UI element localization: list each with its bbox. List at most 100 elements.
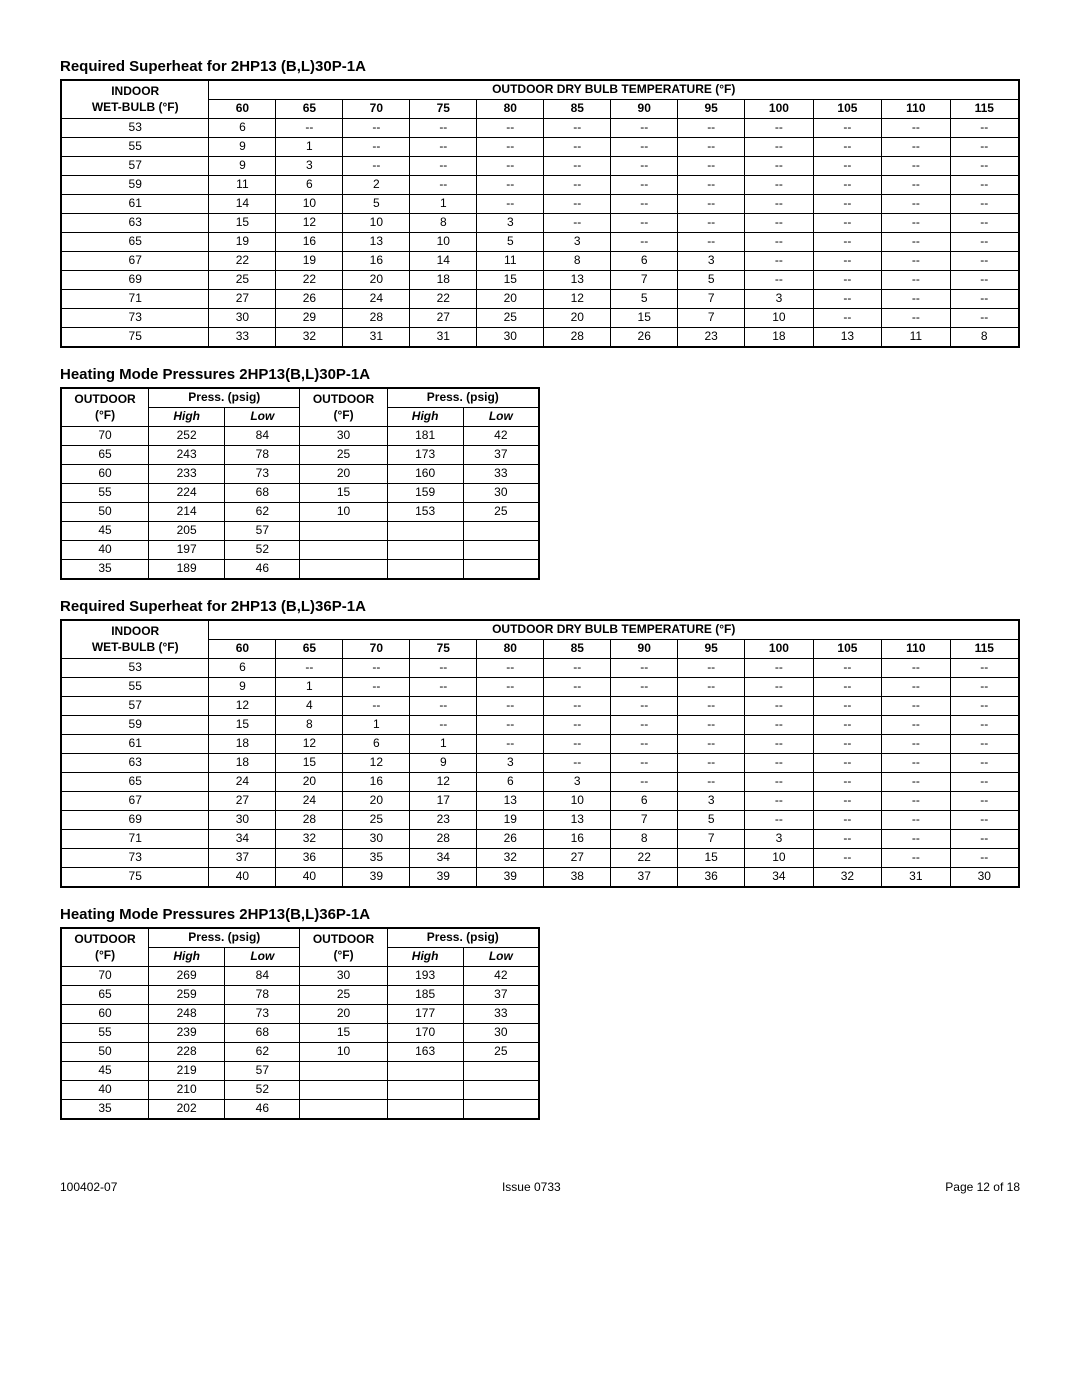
wetbulb-cell: 67 xyxy=(61,792,209,811)
value-cell: -- xyxy=(950,659,1019,678)
value-cell: -- xyxy=(882,309,950,328)
heating1-title: Heating Mode Pressures 2HP13(B,L)30P-1A xyxy=(60,366,1020,383)
value-cell: -- xyxy=(544,678,611,697)
value-cell: 13 xyxy=(477,792,544,811)
temp-header-cell: 95 xyxy=(678,100,745,119)
value-cell: -- xyxy=(950,830,1019,849)
value-cell: 252 xyxy=(149,427,225,446)
value-cell: 39 xyxy=(477,868,544,888)
value-cell: -- xyxy=(882,271,950,290)
table-row: 536---------------------- xyxy=(61,659,1019,678)
value-cell: 30 xyxy=(463,1024,539,1043)
value-cell: 5 xyxy=(678,811,745,830)
value-cell: 34 xyxy=(410,849,477,868)
value-cell: 35 xyxy=(61,560,149,580)
value-cell: 1 xyxy=(276,678,343,697)
temp-header-cell: 65 xyxy=(276,100,343,119)
value-cell: 13 xyxy=(343,233,410,252)
value-cell: 46 xyxy=(225,1100,300,1120)
value-cell: 14 xyxy=(410,252,477,271)
value-cell: -- xyxy=(745,716,814,735)
value-cell: -- xyxy=(611,716,678,735)
value-cell: -- xyxy=(343,138,410,157)
value-cell: 30 xyxy=(300,427,387,446)
temp-header-cell: 65 xyxy=(276,640,343,659)
value-cell: -- xyxy=(410,697,477,716)
table-row: 65243782517337 xyxy=(61,446,539,465)
value-cell: 28 xyxy=(544,328,611,348)
value-cell: -- xyxy=(276,659,343,678)
value-cell xyxy=(463,1062,539,1081)
value-cell: -- xyxy=(745,773,814,792)
wetbulb-cell: 75 xyxy=(61,868,209,888)
value-cell: -- xyxy=(477,697,544,716)
value-cell: -- xyxy=(410,659,477,678)
table-row: 50214621015325 xyxy=(61,503,539,522)
value-cell: 35 xyxy=(61,1100,149,1120)
value-cell: -- xyxy=(678,678,745,697)
value-cell: 153 xyxy=(387,503,463,522)
value-cell: -- xyxy=(477,735,544,754)
value-cell: 18 xyxy=(209,754,276,773)
value-cell: 6 xyxy=(611,252,678,271)
value-cell: -- xyxy=(477,716,544,735)
value-cell: 35 xyxy=(343,849,410,868)
value-cell: 3 xyxy=(745,290,814,309)
value-cell: 27 xyxy=(209,792,276,811)
value-cell: 10 xyxy=(276,195,343,214)
value-cell: 65 xyxy=(61,446,149,465)
high3: High xyxy=(149,948,225,967)
value-cell: -- xyxy=(882,754,950,773)
wetbulb-cell: 65 xyxy=(61,233,209,252)
value-cell: -- xyxy=(611,138,678,157)
low3: Low xyxy=(225,948,300,967)
table-row: 5591-------------------- xyxy=(61,138,1019,157)
value-cell: 30 xyxy=(950,868,1019,888)
value-cell: 20 xyxy=(477,290,544,309)
value-cell: -- xyxy=(544,157,611,176)
value-cell: 37 xyxy=(611,868,678,888)
value-cell: 57 xyxy=(225,1062,300,1081)
table-row: 672219161411863-------- xyxy=(61,252,1019,271)
press4: Press. (psig) xyxy=(387,928,539,948)
value-cell: 170 xyxy=(387,1024,463,1043)
value-cell: 20 xyxy=(300,1005,387,1024)
value-cell: -- xyxy=(544,735,611,754)
value-cell: 34 xyxy=(209,830,276,849)
value-cell: -- xyxy=(477,138,544,157)
value-cell: -- xyxy=(882,773,950,792)
value-cell: 18 xyxy=(745,328,814,348)
value-cell: 193 xyxy=(387,967,463,986)
value-cell: -- xyxy=(745,811,814,830)
table-row: 591162------------------ xyxy=(61,176,1019,195)
table-row: 4019752 xyxy=(61,541,539,560)
value-cell: 62 xyxy=(225,1043,300,1062)
press3: Press. (psig) xyxy=(149,928,300,948)
value-cell: 13 xyxy=(544,811,611,830)
table-row: 60233732016033 xyxy=(61,465,539,484)
value-cell: 20 xyxy=(300,465,387,484)
value-cell: 15 xyxy=(209,716,276,735)
high2: High xyxy=(387,408,463,427)
value-cell: 1 xyxy=(410,195,477,214)
wetbulb-cell: 69 xyxy=(61,271,209,290)
value-cell: 28 xyxy=(410,830,477,849)
value-cell: -- xyxy=(477,659,544,678)
value-cell: -- xyxy=(813,678,882,697)
value-cell: -- xyxy=(678,233,745,252)
temp-header-cell: 70 xyxy=(343,640,410,659)
temp-header-cell: 80 xyxy=(477,100,544,119)
value-cell: 29 xyxy=(276,309,343,328)
value-cell: 15 xyxy=(300,484,387,503)
table-row: 57124-------------------- xyxy=(61,697,1019,716)
value-cell: 8 xyxy=(611,830,678,849)
value-cell: 214 xyxy=(149,503,225,522)
value-cell: 36 xyxy=(678,868,745,888)
value-cell: -- xyxy=(678,716,745,735)
value-cell: 16 xyxy=(343,252,410,271)
value-cell: -- xyxy=(745,195,814,214)
value-cell: -- xyxy=(882,214,950,233)
ht2-body: 7026984301934265259782518537602487320177… xyxy=(61,967,539,1120)
value-cell: -- xyxy=(950,252,1019,271)
value-cell: -- xyxy=(678,735,745,754)
